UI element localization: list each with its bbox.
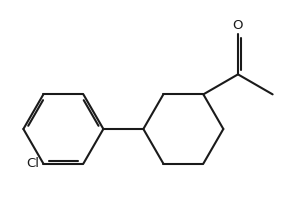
Text: O: O <box>233 19 243 31</box>
Text: Cl: Cl <box>26 157 39 170</box>
